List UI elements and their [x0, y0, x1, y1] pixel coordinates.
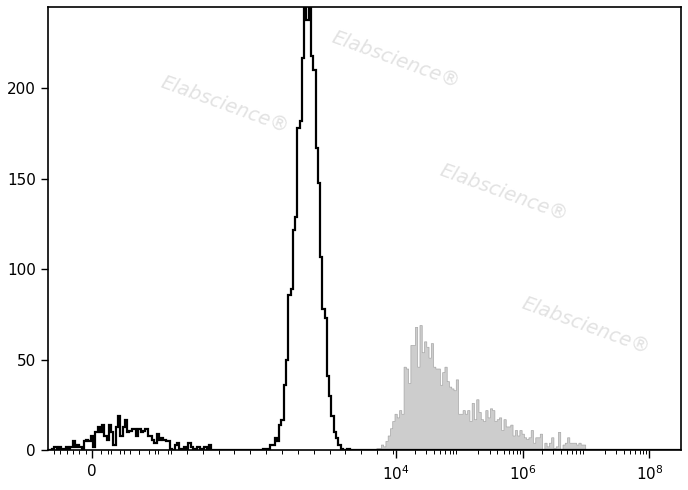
Polygon shape	[47, 325, 681, 450]
Text: Elabscience®: Elabscience®	[519, 294, 653, 358]
Text: Elabscience®: Elabscience®	[437, 161, 570, 225]
Text: Elabscience®: Elabscience®	[158, 73, 292, 137]
Text: Elabscience®: Elabscience®	[330, 28, 463, 92]
